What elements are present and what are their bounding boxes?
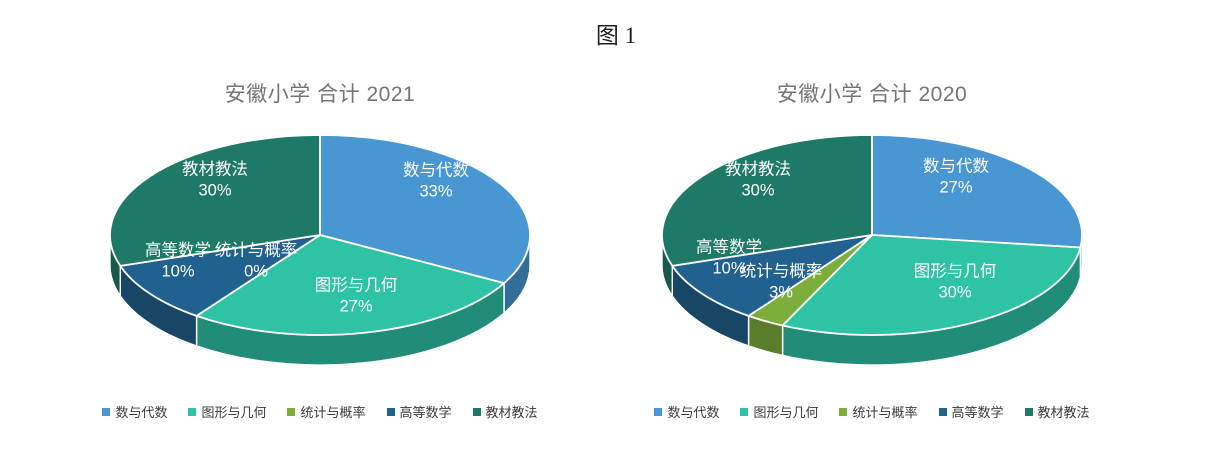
legend-label: 教材教法: [485, 405, 538, 420]
legend-marker-icon: [1024, 407, 1033, 416]
pie-slice: [119, 234, 321, 317]
pie-data-label-percent: 27%: [339, 297, 372, 315]
legend-label: 图形与几何: [753, 405, 819, 420]
pie-data-label-percent: 27%: [939, 178, 972, 196]
legend-marker-icon: [740, 407, 749, 416]
pie-data-label: 统计与概率: [740, 261, 823, 280]
legend-marker-icon: [102, 407, 111, 416]
pie-data-label-percent: 33%: [419, 182, 452, 200]
pie-slice: [781, 234, 1082, 336]
pie-chart-2020: 安徽小学 合计 2020 数与代数 27% 图形与几何 30% 统计与概率 3% 高等数学 1…: [627, 72, 1117, 452]
legend-item: 统计与概率: [839, 402, 918, 421]
legend-label: 教材教法: [1037, 405, 1090, 420]
pie-slice: [661, 134, 873, 267]
legend-item: 数与代数: [102, 402, 167, 421]
legend-marker-icon: [287, 407, 296, 416]
pie-data-label-percent: 10%: [712, 259, 745, 277]
legend-label: 统计与概率: [852, 405, 918, 420]
pie-data-label: 数与代数: [923, 156, 990, 175]
figure-title: 图 1: [595, 23, 637, 48]
legend-2021: 数与代数 图形与几何 统计与概率 高等数学 教材教法: [75, 402, 565, 421]
pie-data-label-percent: 0%: [244, 262, 268, 280]
pie-plot-2021: 数与代数 33% 图形与几何 27% 统计与概率 0% 高等数学 10% 教材教法 30%: [109, 134, 531, 366]
pie-slice: [871, 134, 1083, 249]
chart-title-2021: 安徽小学 合计 2021: [224, 83, 416, 106]
legend-item: 教材教法: [1024, 402, 1090, 421]
pie-data-label-percent: 10%: [161, 262, 194, 280]
pie-data-label: 图形与几何: [914, 261, 997, 280]
pie-data-label: 图形与几何: [315, 275, 398, 294]
legend-marker-icon: [654, 407, 663, 416]
legend-marker-icon: [839, 407, 848, 416]
legend-item: 统计与概率: [287, 402, 366, 421]
pie-data-label-percent: 30%: [938, 283, 971, 301]
pie-data-label: 数与代数: [403, 160, 470, 179]
pie-data-label: 高等数学: [145, 240, 211, 259]
pie-slice: [195, 234, 505, 336]
legend-item: 图形与几何: [740, 402, 818, 421]
legend-item: 图形与几何: [188, 402, 266, 421]
chart-title-2020: 安徽小学 合计 2020: [776, 83, 968, 106]
pie-data-label: 教材教法: [182, 159, 248, 178]
pie-data-label: 高等数学: [696, 237, 762, 256]
pie-data-label-percent: 30%: [741, 181, 774, 199]
legend-marker-icon: [938, 407, 947, 416]
legend-item: 数与代数: [654, 402, 719, 421]
legend-label: 数与代数: [115, 405, 168, 420]
legend-marker-icon: [188, 407, 197, 416]
legend-marker-icon: [386, 407, 395, 416]
legend-label: 图形与几何: [201, 405, 267, 420]
legend-2020: 数与代数 图形与几何 统计与概率 高等数学 教材教法: [627, 402, 1117, 421]
legend-label: 高等数学: [951, 405, 1004, 420]
pie-slice: [671, 234, 873, 317]
pie-chart-2021: 安徽小学 合计 2021 数与代数 33% 图形与几何 27% 统计与概率 0% 高等数学 1…: [75, 72, 565, 452]
pie-data-label-percent: 3%: [769, 283, 793, 301]
legend-label: 高等数学: [399, 405, 452, 420]
legend-marker-icon: [472, 407, 481, 416]
pie-slice: [319, 134, 531, 285]
pie-data-label-percent: 30%: [198, 181, 231, 199]
legend-item: 高等数学: [938, 402, 1004, 421]
legend-label: 统计与概率: [300, 405, 366, 420]
pie-data-label: 教材教法: [725, 159, 791, 178]
pie-data-label: 统计与概率: [215, 240, 298, 259]
pie-plot-2020: 数与代数 27% 图形与几何 30% 统计与概率 3% 高等数学 10% 教材教法 30%: [661, 134, 1083, 366]
legend-label: 数与代数: [667, 405, 720, 420]
legend-item: 高等数学: [386, 402, 452, 421]
pie-slice: [109, 134, 321, 267]
legend-item: 教材教法: [472, 402, 538, 421]
